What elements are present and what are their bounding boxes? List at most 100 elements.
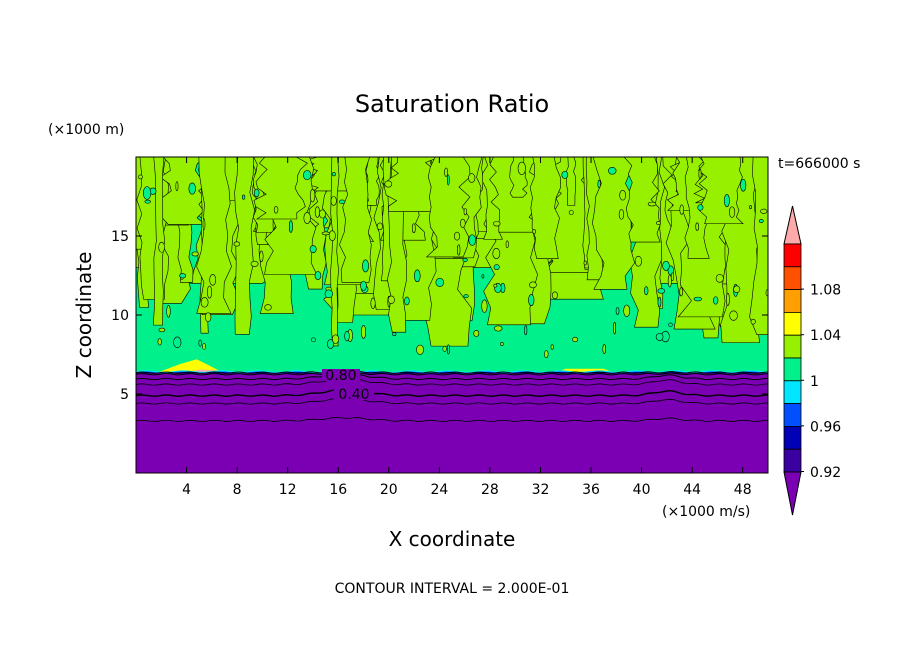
contour-island: [166, 305, 171, 318]
contour-island: [198, 339, 202, 347]
x-tick-label: 28: [481, 482, 499, 498]
colorbar-swatch: [783, 289, 802, 313]
contour-island: [202, 218, 206, 231]
y-unit-label: (×1000 m): [48, 122, 124, 138]
contour-island: [493, 264, 500, 271]
contour-island: [544, 350, 549, 359]
contour-island: [462, 257, 468, 263]
contour-island: [726, 292, 730, 307]
contour-island: [288, 220, 293, 233]
contour-island: [463, 294, 469, 299]
supersaturated-plume: [425, 157, 471, 258]
x-tick-label: 40: [633, 482, 651, 498]
y-tick-label: 15: [111, 229, 129, 245]
x-tick-label: 8: [233, 482, 242, 498]
contour-island: [468, 234, 476, 246]
contour-island: [493, 283, 498, 288]
x-tick-label: 20: [380, 482, 398, 498]
contour-island: [618, 209, 625, 220]
contour-island: [457, 244, 461, 256]
supersaturated-plume: [749, 157, 768, 336]
svg-text:0.40: 0.40: [338, 387, 369, 403]
contour-island: [481, 274, 485, 279]
contour-island: [524, 325, 528, 336]
colorbar-swatch: [783, 380, 802, 404]
supersaturated-plume: [623, 157, 661, 243]
contour-island: [259, 250, 264, 263]
contour-island: [715, 274, 724, 283]
contour-island: [473, 330, 480, 337]
contour-island: [175, 181, 179, 192]
contour-island: [303, 170, 312, 181]
colorbar-bottom-arrow: [783, 471, 802, 516]
colorbar-swatch: [783, 425, 802, 450]
contour-line: [136, 373, 768, 381]
contour-island: [309, 188, 316, 203]
contour-island: [264, 304, 272, 311]
contour-island: [204, 312, 212, 322]
x-axis-label: X coordinate: [389, 527, 516, 551]
contour-island: [695, 222, 699, 231]
supersaturated-plume: [234, 157, 255, 335]
colorbar-swatch: [783, 311, 802, 336]
contour-interval-label: CONTOUR INTERVAL = 2.000E-01: [335, 581, 570, 597]
contour-island: [500, 342, 504, 346]
supersaturated-plume: [339, 157, 372, 283]
contour-line: [136, 389, 768, 397]
contour-island: [328, 230, 336, 242]
contour-island: [655, 221, 662, 225]
contour-island: [200, 297, 209, 308]
contour-island: [157, 338, 162, 346]
contour-island: [321, 231, 330, 236]
x-tick-label: 44: [683, 482, 701, 498]
contour-island: [413, 269, 421, 283]
contour-island: [655, 332, 664, 341]
contour-island: [758, 219, 764, 224]
supersaturated-plume: [565, 157, 577, 206]
contour-island: [528, 294, 535, 307]
contour-island: [667, 274, 672, 288]
colorbar: [783, 205, 802, 516]
contour-island: [376, 222, 383, 231]
contour-island: [233, 241, 241, 247]
contour-island: [142, 186, 152, 200]
contour-island: [493, 325, 503, 332]
contour-island: [179, 273, 187, 279]
contour-island: [188, 182, 196, 195]
contour-island: [493, 220, 501, 227]
contour-island: [460, 218, 466, 228]
contour-island: [137, 174, 143, 180]
contour-island: [749, 205, 752, 210]
contour-island: [412, 223, 416, 234]
contour-island: [517, 161, 526, 175]
contour-island: [253, 188, 260, 198]
x-tick-label: 36: [582, 482, 600, 498]
x-tick-label: 24: [430, 482, 448, 498]
contour-island: [615, 306, 620, 315]
chart-title: Saturation Ratio: [355, 90, 549, 118]
contour-island: [505, 240, 509, 249]
colorbar-labels: 1.08 1.04 1 0.96 0.92: [801, 283, 841, 481]
contour-island: [324, 289, 333, 299]
colorbar-swatch: [783, 448, 802, 473]
supersaturated-plume: [253, 157, 308, 220]
y-ticks: 5 10 15: [111, 229, 768, 403]
contour-island: [344, 330, 350, 342]
contour-island: [360, 280, 367, 291]
contour-island: [319, 209, 326, 219]
contour-island: [241, 194, 246, 200]
contour-island: [314, 271, 322, 280]
svg-text:0.80: 0.80: [325, 368, 356, 384]
contour-island: [697, 204, 704, 211]
contour-island: [206, 285, 213, 299]
contour-island: [338, 199, 346, 204]
colorbar-top-arrow: [783, 205, 802, 245]
contour-island: [613, 321, 617, 335]
contour-island: [404, 296, 410, 306]
contour-island: [723, 194, 730, 208]
contour-line: [136, 372, 768, 376]
supersaturated-patch-left: [154, 359, 225, 374]
contour-island: [561, 170, 569, 179]
contour-island: [693, 296, 703, 302]
